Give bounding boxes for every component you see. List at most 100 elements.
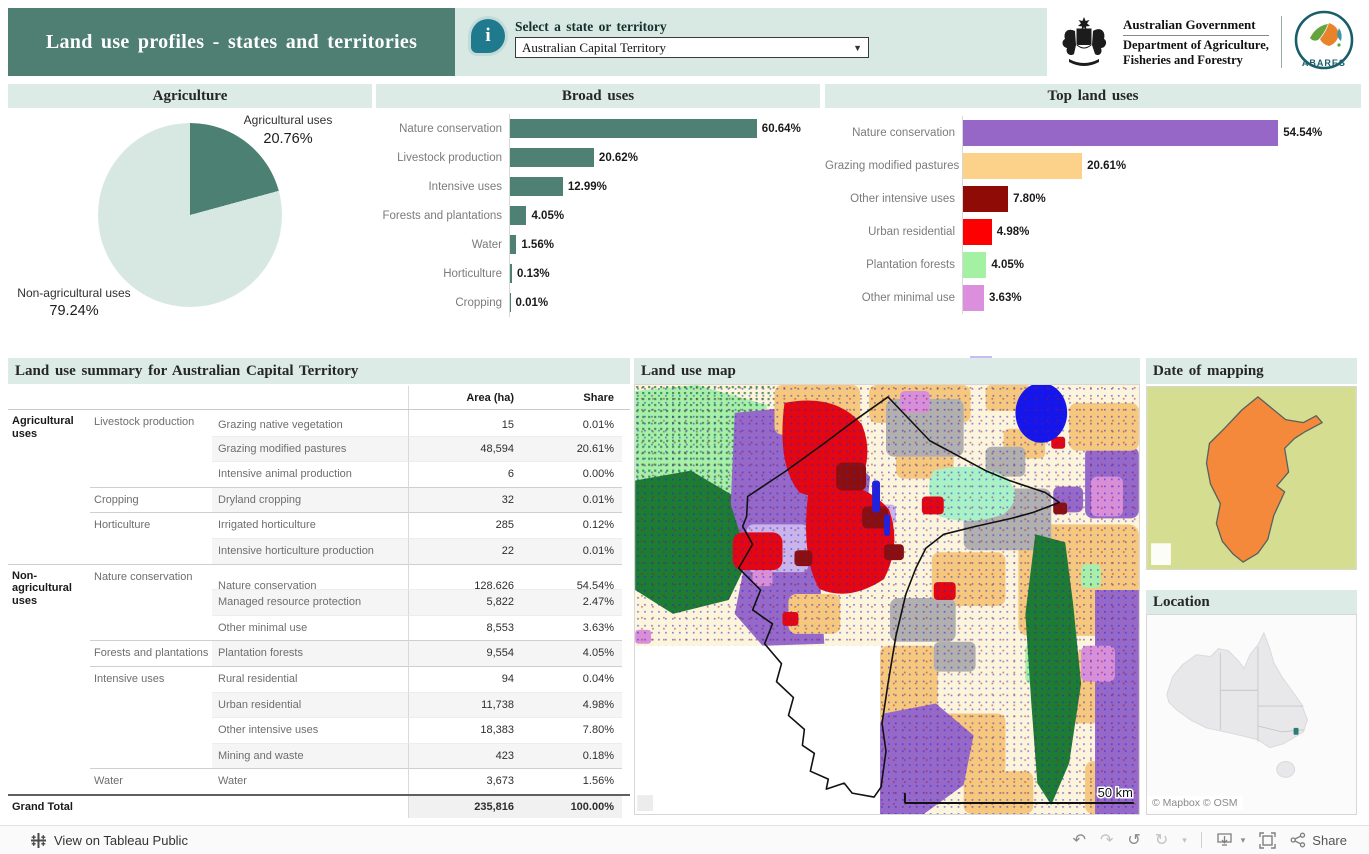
cell-group1 (8, 768, 90, 794)
grand-total-row[interactable]: Grand Total 235,816 100.00% (8, 793, 630, 818)
bar-row[interactable]: Horticulture 0.13% (378, 259, 818, 288)
abares-logo-icon (1294, 10, 1354, 69)
bar-row[interactable]: Other intensive uses 7.80% (825, 182, 1357, 215)
refresh-caret-icon[interactable]: ▾ (1182, 834, 1187, 845)
download-caret-icon[interactable]: ▾ (1240, 834, 1246, 845)
bar[interactable] (510, 177, 563, 196)
bar-row[interactable]: Intensive uses 12.99% (378, 172, 818, 201)
location-map[interactable] (1146, 614, 1357, 815)
cell-share: 4.05% (522, 640, 622, 666)
cell-group2 (90, 589, 212, 615)
cell-share: 0.12% (522, 512, 622, 538)
bar-row[interactable]: Nature conservation 54.54% (825, 116, 1357, 149)
bar-category-label: Plantation forests (866, 258, 955, 271)
chevron-down-icon: ▼ (853, 42, 862, 53)
bar[interactable] (510, 119, 757, 138)
cell-group2 (90, 692, 212, 718)
bar-row[interactable]: Plantation forests 4.05% (825, 248, 1357, 281)
bar-track: 1.56% (509, 230, 818, 259)
pie-value-non-agricultural: 79.24% (49, 303, 99, 319)
table-row[interactable]: Grazing modified pastures 48,594 20.61% (8, 435, 630, 462)
bar[interactable] (963, 152, 1083, 179)
bar[interactable] (963, 119, 1279, 146)
cell-area: 285 (408, 512, 522, 538)
bar[interactable] (510, 293, 511, 312)
share-icon (1290, 832, 1306, 848)
land-use-map-canvas[interactable]: 50 km (634, 384, 1140, 815)
table-row[interactable]: Mining and waste 423 0.18% (8, 742, 630, 769)
table-row[interactable]: Non-agricultural uses Nature conservation… (8, 563, 630, 608)
bar-row[interactable]: Water 1.56% (378, 230, 818, 259)
table-row[interactable]: Intensive animal production 6 0.00% (8, 461, 630, 487)
bar-category-label: Nature conservation (852, 126, 955, 139)
title-banner: Land use profiles - states and territori… (8, 8, 455, 76)
bar[interactable] (963, 218, 992, 245)
table-row[interactable]: Managed resource protection 5,822 2.47% (8, 589, 630, 615)
revert-icon[interactable]: ↺ (1127, 830, 1141, 849)
bar[interactable] (510, 206, 527, 225)
bar-row[interactable]: Forests and plantations 4.05% (378, 201, 818, 230)
bar-row[interactable]: Urban residential 4.98% (825, 215, 1357, 248)
table-row[interactable]: Intensive uses Rural residential 94 0.04% (8, 665, 630, 692)
cell-share: 0.18% (522, 742, 622, 769)
cell-landuse: Mining and waste (212, 742, 408, 769)
bar[interactable] (963, 284, 984, 311)
department-name-line2: Fisheries and Forestry (1123, 52, 1243, 67)
bar-row[interactable]: Livestock production 20.62% (378, 143, 818, 172)
abares-logo: ABARES (1292, 8, 1356, 77)
bar-category-label: Horticulture (443, 267, 502, 280)
cell-area: 3,673 (408, 768, 522, 794)
view-on-tableau-label: View on Tableau Public (54, 832, 188, 848)
bar-row[interactable]: Cropping 0.01% (378, 288, 818, 317)
bar-value-label: 0.01% (515, 296, 549, 309)
summary-table-header-row: Area (ha) Share (8, 386, 630, 410)
date-of-mapping-map[interactable] (1146, 386, 1357, 570)
bar-track: 4.05% (962, 248, 1357, 281)
bar[interactable] (963, 251, 987, 278)
cell-area: 94 (408, 665, 522, 692)
table-row[interactable]: Other intensive uses 18,383 7.80% (8, 717, 630, 743)
share-button[interactable]: Share (1290, 832, 1347, 848)
table-row[interactable]: Intensive horticulture production 22 0.01% (8, 537, 630, 564)
cell-group2: Intensive uses (90, 665, 212, 692)
bar-track: 4.98% (962, 215, 1357, 248)
bar-value-label: 54.54% (1283, 126, 1323, 139)
table-row[interactable]: Forests and plantations Plantation forest… (8, 640, 630, 666)
table-row[interactable]: Other minimal use 8,553 3.63% (8, 614, 630, 641)
table-row[interactable]: Urban residential 11,738 4.98% (8, 691, 630, 718)
bar[interactable] (963, 185, 1009, 212)
map-attribution: © Mapbox © OSM (1147, 796, 1243, 810)
bar[interactable] (510, 148, 594, 167)
bar-track: 20.62% (509, 143, 818, 172)
cell-share: 0.04% (522, 665, 622, 692)
broad-uses-title: Broad uses (561, 87, 635, 104)
table-row[interactable]: Horticulture Irrigated horticulture 285 0.1… (8, 512, 630, 538)
bar-row[interactable]: Nature conservation 60.64% (378, 114, 818, 143)
bar-value-label: 4.98% (996, 225, 1030, 238)
cell-share: 0.01% (522, 537, 622, 564)
agriculture-pie[interactable] (98, 123, 282, 307)
refresh-icon[interactable]: ↻ (1154, 830, 1169, 849)
act-shape (1205, 396, 1323, 563)
undo-icon[interactable]: ↶ (1072, 830, 1087, 849)
bar-value-label: 4.05% (531, 209, 565, 222)
table-row[interactable]: Water Water 3,673 1.56% (8, 768, 630, 794)
cell-group1 (8, 615, 90, 641)
table-row[interactable]: Agricultural uses Livestock production Gra… (8, 410, 630, 441)
fullscreen-icon[interactable] (1259, 831, 1276, 849)
state-selector[interactable]: Australian Capital Territory ▼ (515, 37, 869, 58)
info-icon[interactable]: i (471, 19, 505, 53)
table-row[interactable]: Cropping Dryland cropping 32 0.01% (8, 486, 630, 513)
date-of-mapping-title: Date of mapping (1153, 362, 1264, 379)
download-icon[interactable] (1216, 832, 1235, 849)
view-on-tableau-link[interactable]: View on Tableau Public (30, 832, 188, 849)
cell-share: 7.80% (522, 717, 622, 743)
bar[interactable] (510, 264, 512, 283)
bar-row[interactable]: Other minimal use 3.63% (825, 281, 1357, 314)
bar[interactable] (510, 235, 517, 254)
cell-area: 22 (408, 537, 522, 564)
redo-icon[interactable]: ↷ (1100, 830, 1114, 849)
department-name-line1: Department of Agriculture, (1123, 38, 1269, 53)
bar-row[interactable]: Grazing modified pastures 20.61% (825, 149, 1357, 182)
